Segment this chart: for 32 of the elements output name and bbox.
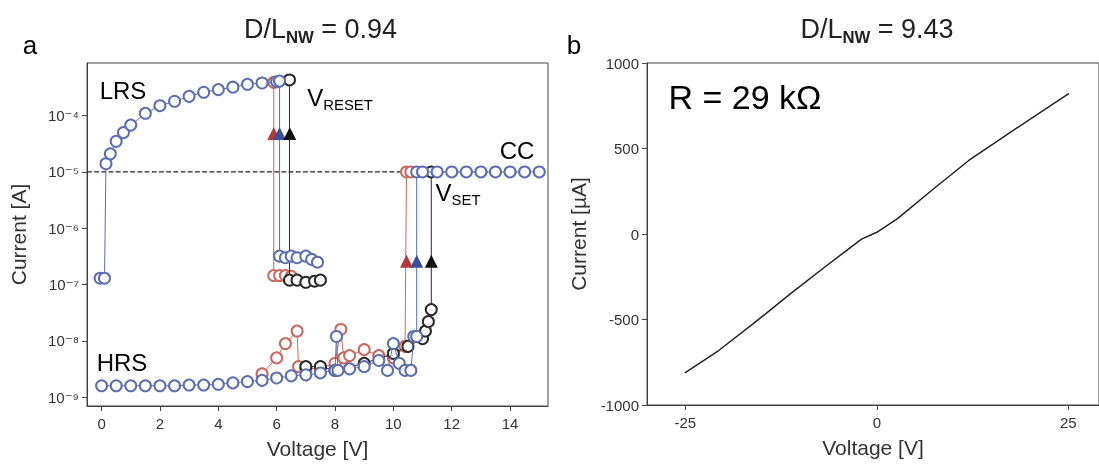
text: a xyxy=(22,30,38,60)
annotation: LRS xyxy=(99,76,147,104)
y-axis-title: Current [A] xyxy=(7,183,30,286)
y-tick-label: 1000 xyxy=(605,54,639,72)
x-tick-label: 25 xyxy=(1060,414,1077,432)
x-axis-title: Voltage [V] xyxy=(266,437,369,460)
y-tick-label: 10⁻⁴ xyxy=(47,107,79,125)
x-tick-label: 0 xyxy=(97,415,106,433)
x-tick-label: 8 xyxy=(330,415,340,433)
x-tick-label: 4 xyxy=(214,415,223,433)
y-tick-label: 10⁻⁵ xyxy=(48,163,79,181)
x-tick-label: 14 xyxy=(501,415,519,433)
x-tick-label: 2 xyxy=(155,415,165,433)
text: b xyxy=(566,30,582,60)
y-tick-label: 500 xyxy=(613,140,639,157)
x-tick-label: -25 xyxy=(674,414,697,432)
y-tick-label: 10⁻⁶ xyxy=(48,219,79,237)
x-tick-label: 6 xyxy=(272,415,281,433)
x-tick-label: 12 xyxy=(443,415,461,433)
x-axis-title: Voltage [V] xyxy=(822,436,924,459)
y-axis-title: Current [µA] xyxy=(567,177,590,291)
y-tick-label: 10⁻⁷ xyxy=(48,276,79,294)
x-tick-label: 0 xyxy=(872,414,881,432)
annotation: R = 29 kΩ xyxy=(668,78,822,116)
y-tick-label: -500 xyxy=(608,311,639,328)
y-tick-label: 10⁻⁸ xyxy=(48,332,79,350)
annotation: CC xyxy=(499,136,535,164)
annotation: HRS xyxy=(96,348,148,376)
x-tick-label: 10 xyxy=(385,415,402,433)
y-tick-label: -1000 xyxy=(600,396,639,414)
y-tick-label: 0 xyxy=(630,225,639,243)
y-tick-label: 10⁻⁹ xyxy=(47,388,79,406)
